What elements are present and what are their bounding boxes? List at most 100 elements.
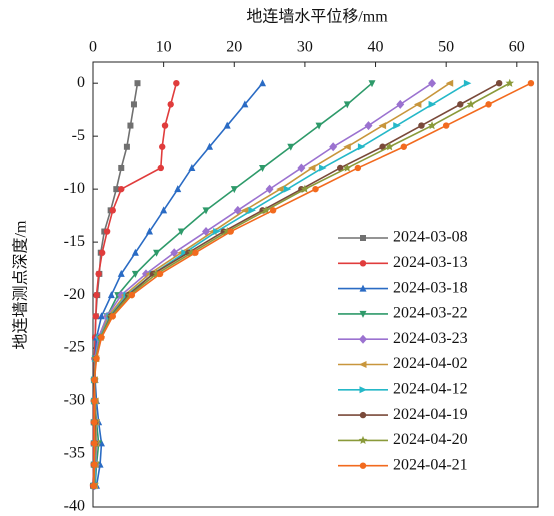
marker (379, 143, 386, 150)
legend-label: 2024-04-19 (393, 406, 468, 423)
marker (131, 270, 139, 278)
marker (91, 440, 98, 447)
series (91, 79, 267, 489)
x-tick-label: 10 (156, 39, 172, 56)
marker (259, 164, 267, 172)
y-axis-label: 地连墙测点深度/m (12, 220, 30, 349)
marker (364, 121, 373, 131)
marker (92, 313, 100, 320)
marker (393, 122, 401, 130)
marker (118, 164, 125, 171)
marker (276, 185, 284, 193)
marker (457, 101, 464, 108)
chart-title: 地连墙水平位移/mm (246, 8, 388, 26)
legend-label: 2024-03-23 (393, 330, 468, 347)
marker (337, 164, 344, 172)
marker (269, 207, 277, 214)
series-line (94, 82, 264, 486)
y-tick-label: 0 (77, 74, 85, 91)
legend-label: 2024-04-12 (393, 380, 468, 397)
y-tick-label: -10 (64, 180, 85, 197)
marker (418, 122, 425, 129)
marker (359, 260, 367, 267)
x-tick-label: 30 (297, 39, 313, 56)
x-tick-label: 60 (509, 39, 525, 56)
marker (385, 142, 394, 151)
marker (354, 164, 362, 172)
x-tick-label: 40 (368, 39, 384, 56)
marker (495, 79, 503, 87)
marker (400, 143, 407, 150)
marker (107, 291, 115, 299)
marker (329, 142, 338, 152)
marker (265, 184, 274, 194)
marker (227, 228, 234, 235)
marker (156, 270, 164, 278)
x-tick-label: 20 (226, 39, 242, 56)
marker (117, 269, 125, 277)
marker (233, 205, 242, 215)
marker (202, 227, 211, 237)
marker (378, 122, 387, 130)
marker (181, 249, 189, 257)
marker (93, 355, 100, 362)
marker (91, 419, 98, 426)
marker (134, 80, 141, 87)
marker (93, 291, 100, 299)
marker (192, 249, 199, 256)
y-tick-label: -25 (64, 339, 85, 356)
marker (445, 79, 454, 87)
marker (283, 185, 292, 193)
marker (230, 186, 238, 194)
marker (109, 207, 116, 214)
marker (98, 334, 105, 341)
marker (359, 361, 367, 368)
marker (153, 249, 161, 257)
marker (505, 78, 515, 87)
marker (442, 122, 450, 129)
marker (103, 228, 111, 235)
marker (240, 206, 249, 214)
marker (113, 186, 120, 193)
marker (343, 163, 352, 172)
legend-label: 2024-03-08 (393, 229, 468, 246)
y-tick-label: -15 (64, 233, 85, 250)
marker (368, 80, 376, 88)
marker (159, 143, 166, 150)
marker (359, 386, 367, 394)
marker (91, 376, 98, 384)
marker (360, 235, 366, 241)
marker (170, 248, 179, 258)
y-tick-label: -20 (64, 286, 85, 303)
marker (300, 184, 310, 193)
marker (167, 101, 174, 108)
marker (202, 207, 210, 215)
marker (427, 121, 437, 130)
marker (146, 227, 154, 235)
marker (485, 101, 492, 108)
legend-label: 2024-03-18 (393, 279, 468, 296)
marker (307, 164, 316, 172)
marker (359, 334, 367, 344)
marker (118, 185, 125, 193)
marker (91, 397, 98, 405)
marker (206, 142, 214, 150)
legend-label: 2024-03-22 (393, 305, 468, 322)
marker (413, 100, 422, 108)
marker (463, 79, 472, 87)
marker (241, 100, 249, 108)
marker (396, 99, 405, 109)
marker (131, 248, 139, 256)
series-line (92, 82, 532, 486)
y-tick-label: -5 (72, 127, 85, 144)
marker (319, 164, 327, 172)
legend-label: 2024-04-02 (393, 355, 468, 372)
marker (357, 143, 366, 151)
y-tick-label: -30 (64, 392, 85, 409)
marker (248, 206, 256, 214)
marker (173, 79, 180, 87)
series (90, 79, 535, 490)
marker (174, 185, 182, 193)
legend-label: 2024-03-13 (393, 254, 468, 271)
